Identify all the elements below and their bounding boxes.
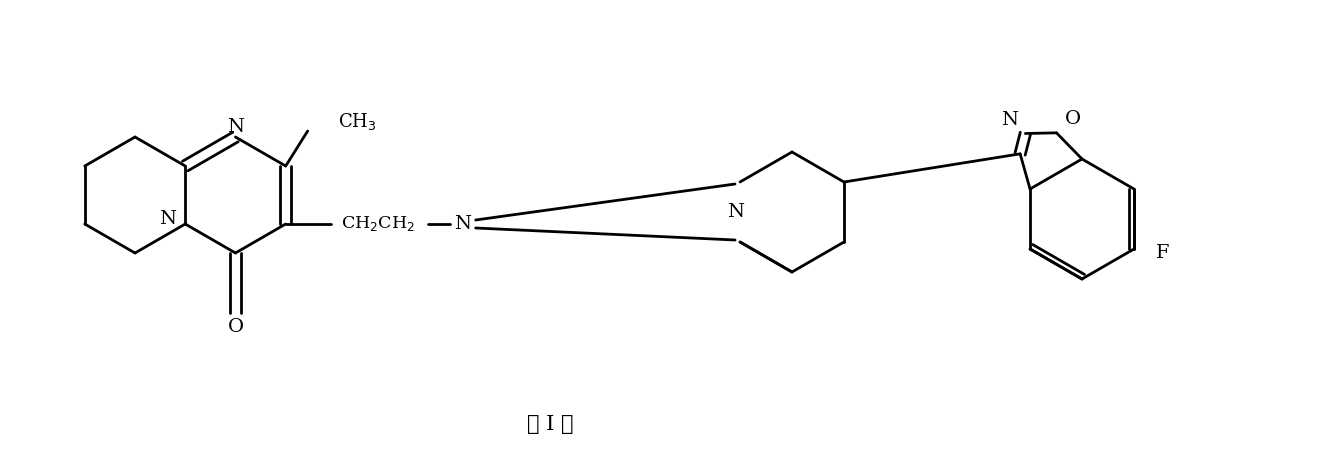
- Text: N: N: [455, 215, 472, 233]
- Text: N: N: [1001, 111, 1018, 128]
- Text: O: O: [227, 318, 243, 336]
- Text: O: O: [1065, 110, 1080, 128]
- Text: （ I ）: （ I ）: [526, 416, 573, 434]
- Text: N: N: [727, 203, 743, 221]
- Text: CH$_3$: CH$_3$: [338, 112, 376, 133]
- Text: N: N: [227, 118, 245, 136]
- Text: CH$_2$CH$_2$: CH$_2$CH$_2$: [340, 214, 415, 234]
- Text: F: F: [1156, 244, 1170, 262]
- Text: N: N: [158, 210, 175, 228]
